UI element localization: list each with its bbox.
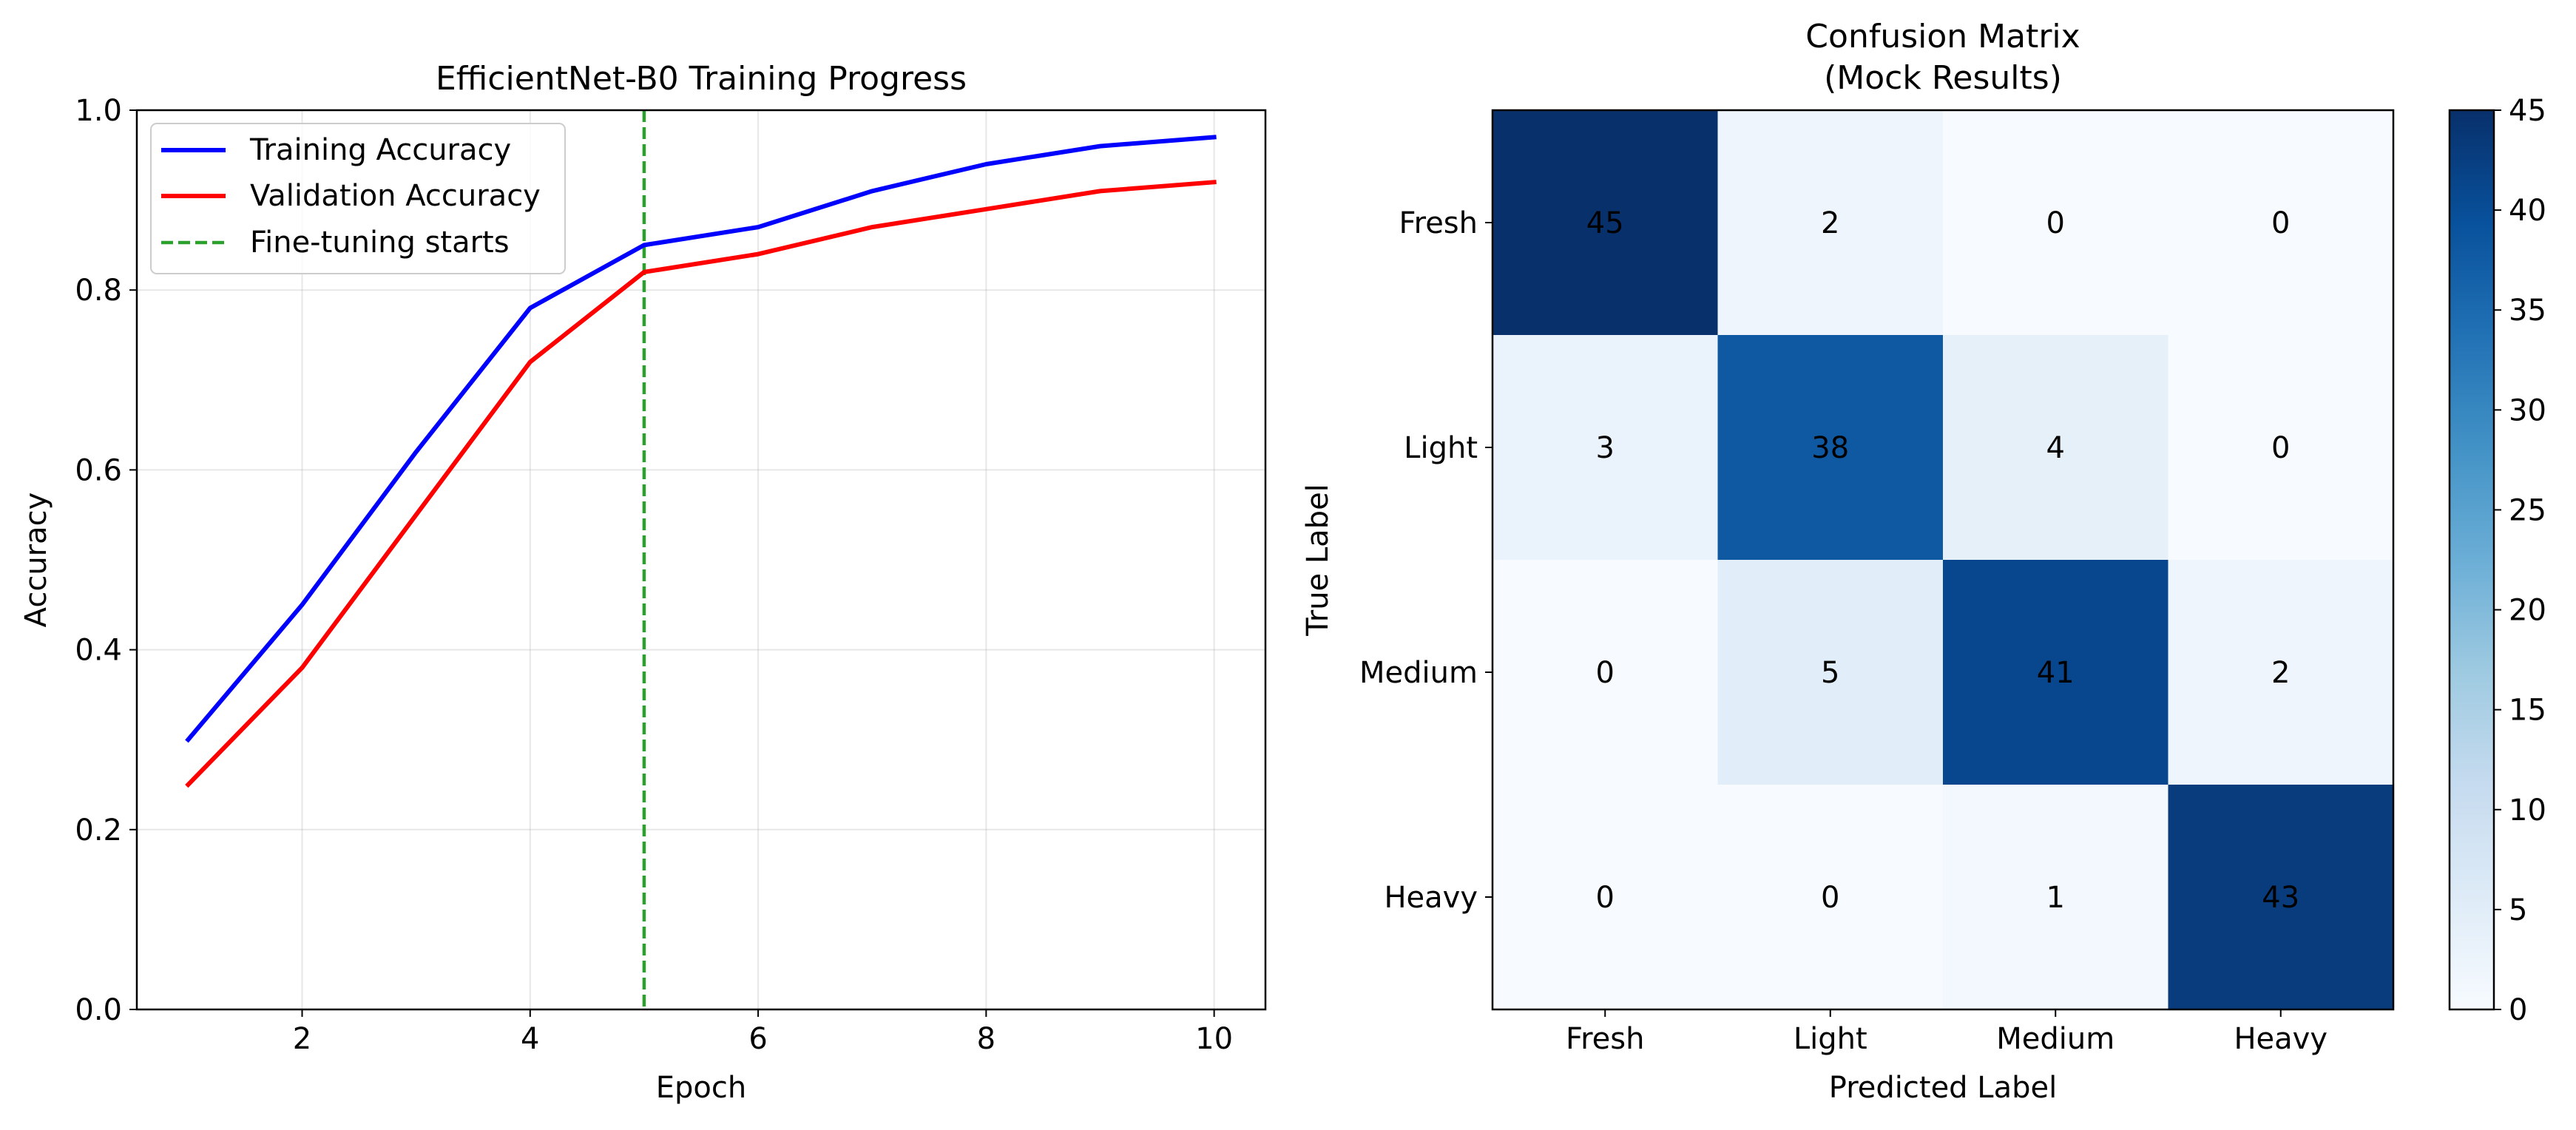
matrix-cell (1492, 110, 1718, 336)
matrix-cell-value: 0 (2046, 206, 2065, 240)
colorbar-tick-label: 0 (2509, 993, 2527, 1027)
matrix-cell (1943, 560, 2168, 785)
confusion-matrix-cell-values: 45 2 0 0 3 38 4 0 0 5 41 2 0 0 1 43 (1586, 206, 2299, 915)
x-tick-label: 10 (1195, 1022, 1233, 1056)
confusion-matrix-frame (1491, 109, 2395, 1011)
confusion-matrix-cells (1492, 110, 2394, 1010)
colorbar-tick-label: 10 (2509, 794, 2546, 828)
matrix-cell (1717, 110, 1944, 336)
y-tick-label: 1.0 (75, 94, 122, 128)
confusion-matrix-title-line-2: (Mock Results) (1824, 59, 2062, 97)
matrix-cell (1492, 335, 1718, 561)
matrix-cell-value: 41 (2037, 656, 2075, 690)
matrix-cell (2168, 560, 2394, 785)
x-category-label: Light (1794, 1022, 1867, 1056)
line-chart-legend: Training Accuracy Validation Accuracy Fi… (150, 123, 566, 274)
colorbar-tick-label: 20 (2509, 594, 2546, 628)
legend-label-validation-accuracy: Validation Accuracy (250, 179, 541, 213)
matrix-cell (1943, 110, 2168, 336)
legend-label-training-accuracy: Training Accuracy (249, 133, 511, 167)
confusion-matrix-x-ticks: Fresh Light Medium Heavy (1566, 1009, 2327, 1056)
matrix-cell (1717, 335, 1944, 561)
y-tick-label: 0.2 (75, 813, 122, 848)
y-tick-label: 0.8 (75, 274, 122, 308)
x-tick-label: 2 (293, 1022, 311, 1056)
matrix-cell (1492, 560, 1718, 785)
matrix-cell-value: 0 (2271, 431, 2290, 465)
colorbar: 0 5 10 15 20 25 30 35 40 45 (2448, 94, 2546, 1027)
y-category-label: Medium (1359, 656, 1478, 690)
matrix-cell (1717, 560, 1944, 785)
matrix-cell (1943, 335, 2168, 561)
colorbar-gradient (2448, 109, 2495, 1011)
confusion-matrix: Confusion Matrix (Mock Results) 45 2 0 03 38… (1301, 18, 2546, 1105)
matrix-cell-value: 0 (1596, 656, 1615, 690)
matrix-cell-value: 5 (1821, 656, 1839, 690)
line-chart-y-axis-label: Accuracy (19, 493, 53, 628)
matrix-cell-value: 0 (2271, 206, 2290, 240)
y-category-label: Fresh (1399, 206, 1478, 240)
x-tick-label: 6 (748, 1022, 767, 1056)
matrix-cell-value: 2 (1821, 206, 1839, 240)
matrix-cell-value: 1 (2046, 881, 2065, 915)
colorbar-tick-label: 35 (2509, 294, 2546, 328)
colorbar-tick-label: 25 (2509, 493, 2546, 527)
confusion-matrix-y-axis-label: True Label (1301, 484, 1335, 637)
x-category-label: Heavy (2234, 1022, 2327, 1056)
line-chart: 2 4 6 8 10 0.0 0.2 0.4 0.6 0.8 1.0 EfficientNet-B… (19, 60, 1267, 1105)
matrix-cell-value: 2 (2271, 656, 2290, 690)
legend-box (150, 123, 566, 274)
matrix-cell-value: 0 (1821, 881, 1839, 915)
legend-label-fine-tuning: Fine-tuning starts (250, 226, 510, 260)
matrix-cell-value: 3 (1596, 431, 1615, 465)
x-tick-label: 4 (521, 1022, 539, 1056)
y-tick-label: 0.4 (75, 634, 122, 668)
colorbar-tick-label: 30 (2509, 393, 2546, 427)
colorbar-tick-label: 15 (2509, 694, 2546, 728)
x-category-label: Fresh (1566, 1022, 1644, 1056)
matrix-cell (1492, 785, 1718, 1010)
series-line-training-accuracy (185, 135, 1217, 743)
line-chart-series (185, 135, 1217, 788)
x-tick-label: 8 (977, 1022, 995, 1056)
colorbar-ticks: 0 5 10 15 20 25 30 35 40 45 (2494, 94, 2546, 1027)
y-category-label: Light (1404, 431, 1478, 465)
colorbar-tick-label: 45 (2509, 94, 2546, 128)
matrix-cell (2168, 335, 2394, 561)
matrix-cell-value: 38 (1811, 431, 1849, 465)
colorbar-tick-label: 40 (2509, 194, 2546, 228)
matrix-cell (1943, 785, 2168, 1010)
line-chart-x-axis-label: Epoch (656, 1071, 746, 1105)
matrix-cell (1717, 785, 1944, 1010)
confusion-matrix-title-line-1: Confusion Matrix (1805, 18, 2080, 55)
series-line-validation-accuracy (185, 180, 1217, 788)
line-chart-x-ticks: 2 4 6 8 10 (293, 1009, 1233, 1056)
line-chart-y-ticks: 0.0 0.2 0.4 0.6 0.8 1.0 (75, 94, 137, 1027)
x-category-label: Medium (1996, 1022, 2114, 1056)
matrix-cell-value: 45 (1586, 206, 1624, 240)
confusion-matrix-y-ticks: Fresh Light Medium Heavy (1359, 206, 1492, 915)
y-category-label: Heavy (1384, 881, 1478, 915)
matrix-cell-value: 43 (2262, 881, 2299, 915)
matrix-cell-value: 0 (1596, 881, 1615, 915)
matrix-cell-value: 4 (2046, 431, 2065, 465)
confusion-matrix-x-axis-label: Predicted Label (1829, 1071, 2057, 1105)
y-tick-label: 0.6 (75, 453, 122, 487)
colorbar-tick-label: 5 (2509, 893, 2527, 927)
y-tick-label: 0.0 (75, 993, 122, 1027)
matrix-cell (2168, 110, 2394, 336)
matrix-cell (2168, 785, 2394, 1010)
line-chart-frame (135, 109, 1267, 1011)
line-chart-title: EfficientNet-B0 Training Progress (436, 60, 967, 98)
